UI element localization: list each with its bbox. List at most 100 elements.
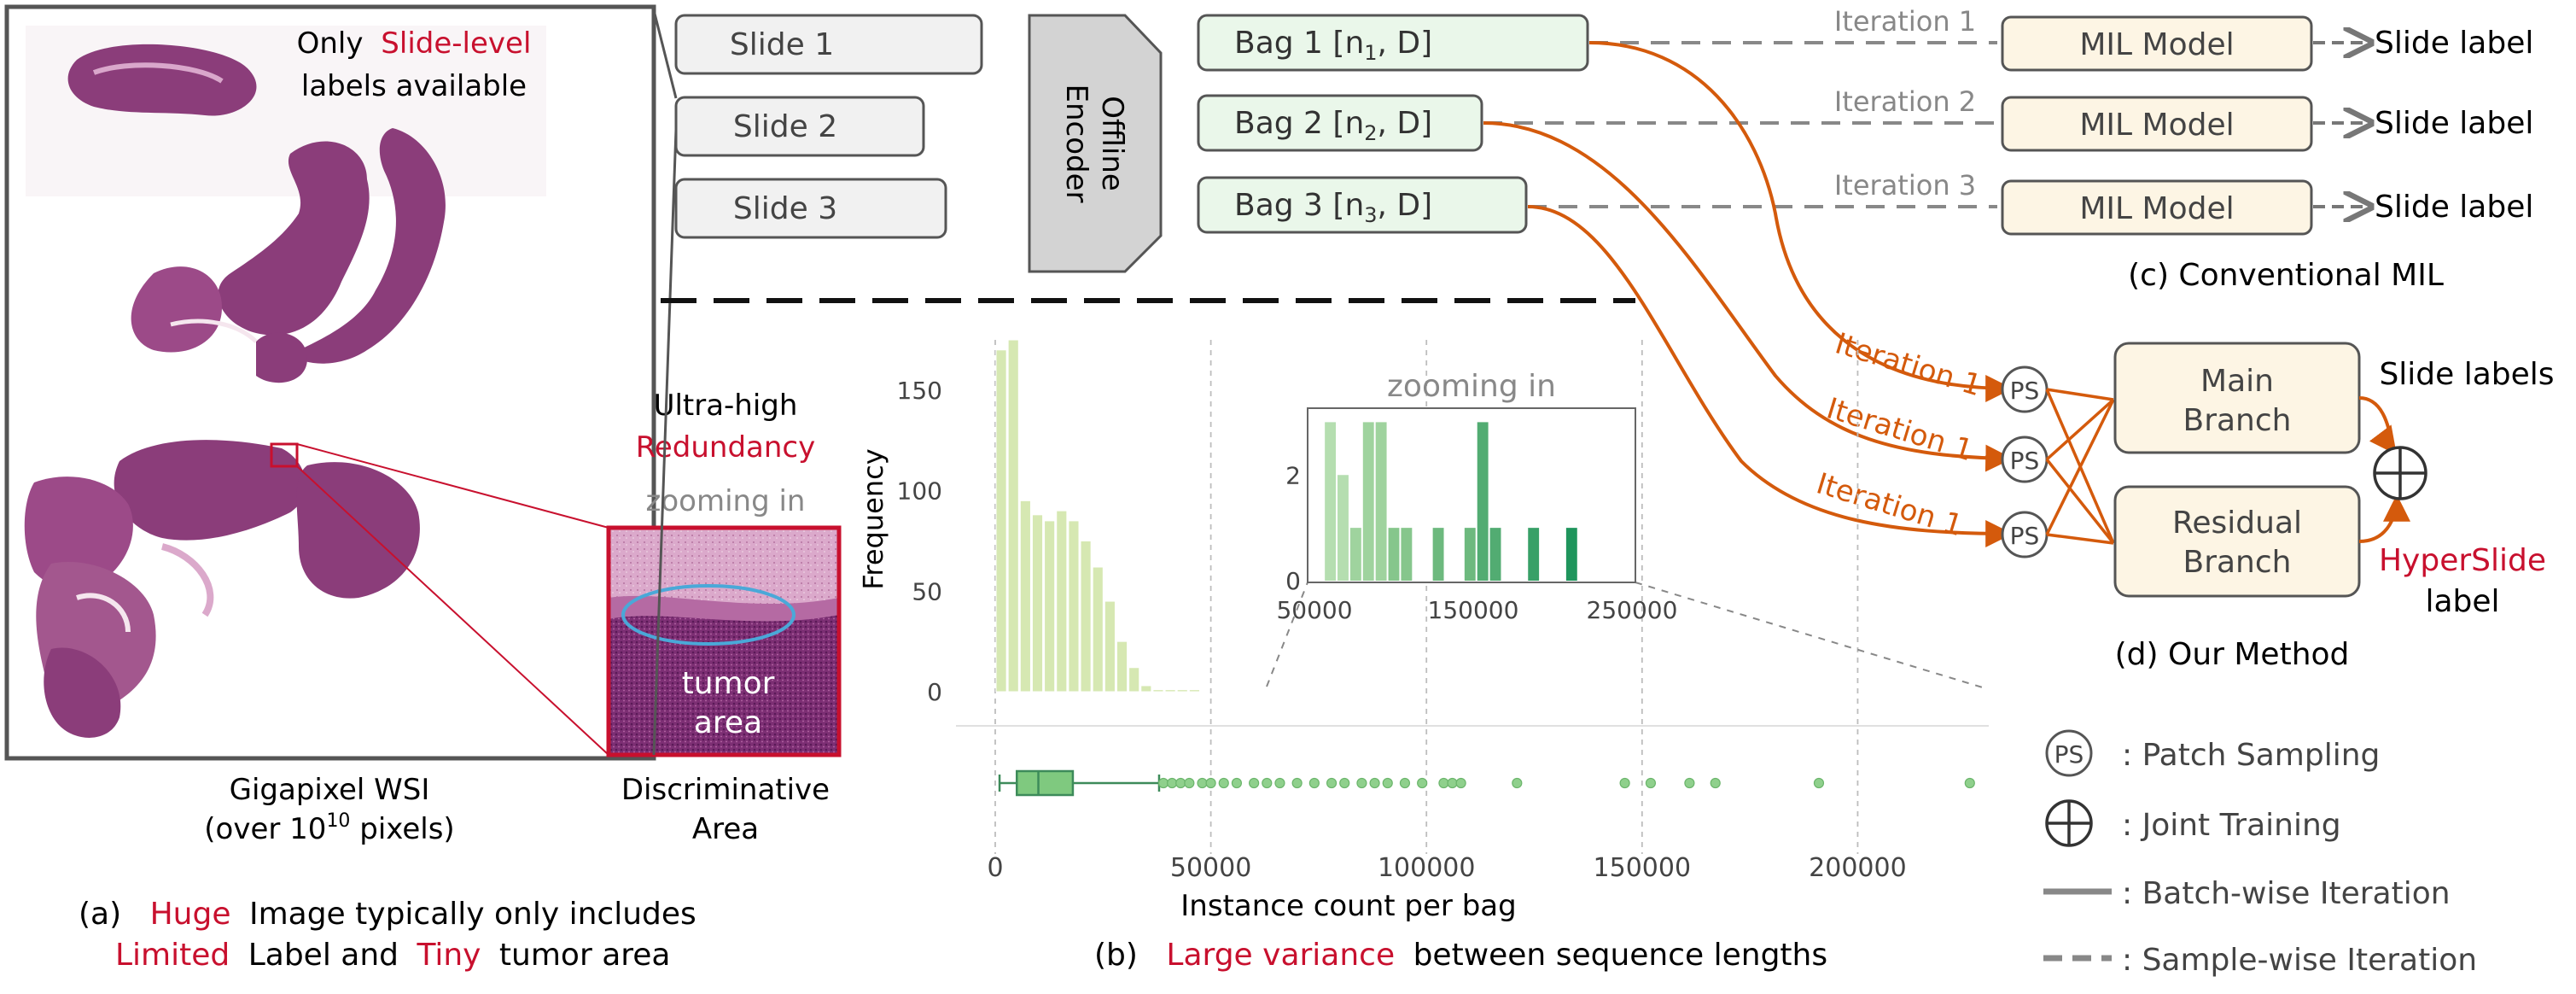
histogram-bar-6 — [1068, 520, 1080, 693]
bags-column: Bag 1 [n1, D] Bag 2 [n2, D] Bag 3 [n3 , D… — [1197, 14, 1589, 234]
boxplot-outlier-7 — [1231, 777, 1243, 789]
boxplot-outlier-1 — [1167, 777, 1178, 789]
caption-b: (b) Large variance between sequence leng… — [1094, 938, 1827, 973]
boxplot-xticks: 0 50000 100000 150000 200000 — [987, 853, 1906, 883]
iteration-label-3: Iteration 3 — [1834, 169, 1976, 202]
zoom-region-marker — [270, 442, 299, 468]
histogram-bar-16 — [1188, 689, 1200, 693]
caption-a-text2: Label and — [248, 938, 399, 973]
main-to-joint-arrow — [2358, 396, 2397, 455]
caption-a-line1: (a) Huge Image typically only includes — [79, 897, 696, 932]
orange-curve-3 — [1527, 205, 2014, 547]
zoom-inset-title: zooming in — [1387, 369, 1556, 404]
zoom-inset-xtick-label: 150000 — [1428, 596, 1519, 624]
boxplot-outlier-16 — [1369, 777, 1380, 789]
boxplot-outlier-23 — [1512, 777, 1523, 789]
boxplot-outlier-10 — [1274, 777, 1285, 789]
caption-b-large-variance: Large variance — [1166, 938, 1395, 973]
orange-curve-2 — [1483, 121, 2014, 472]
boxplot-outlier-26 — [1684, 777, 1695, 789]
zoom-inset-bars — [1325, 422, 1577, 581]
slides-column: Slide 1 Slide 2 Slide 3 — [674, 14, 983, 239]
bag-label-2-sub: 2 — [1364, 121, 1377, 145]
histogram-bar-8 — [1092, 566, 1104, 693]
wsi-top-label-only: Only — [297, 26, 364, 61]
boxplot-outlier-18 — [1399, 777, 1411, 789]
zoom-inset-bar-9 — [1477, 422, 1489, 581]
caption-a-line2: Limited Label and Tiny tumor area — [115, 938, 670, 973]
hyperslide-label-text: label — [2425, 584, 2499, 619]
caption-a-text1: Image typically only includes — [249, 897, 696, 932]
histogram-ylabel: Frequency — [857, 448, 889, 589]
residual-branch-line1: Residual — [2172, 506, 2302, 541]
boxplot-outlier-6 — [1218, 777, 1229, 789]
zoom-inset-bar-4 — [1375, 422, 1387, 581]
bag-label-3-pre: Bag 3 [n — [1234, 188, 1364, 223]
wsi-tissue-image — [24, 26, 546, 738]
legend-text-3: : Batch-wise Iteration — [2122, 876, 2451, 911]
zoom-guide-left — [1266, 582, 1308, 687]
boxplot-xtick-label: 150000 — [1594, 853, 1692, 883]
bag-box-1 — [1197, 14, 1589, 72]
legend-oplus-icon — [2045, 799, 2093, 847]
boxplot-outlier-22 — [1455, 777, 1466, 789]
boxplot-outlier-5 — [1205, 777, 1216, 789]
zoom-inset-xticks: 50000 150000 250000 — [1276, 596, 1677, 624]
mil-model-label-1: MIL Model — [2079, 27, 2234, 62]
bag-label-1-sub: 1 — [1364, 41, 1377, 65]
histogram-ytick-label: 0 — [927, 678, 942, 706]
redundancy-line1: Ultra-high — [654, 389, 798, 423]
zoom-inset-bar-2 — [1349, 528, 1361, 581]
caption-b-marker: (b) — [1094, 938, 1138, 973]
zoom-inset: zooming in 02 50000 150000 250000 — [1266, 369, 1986, 689]
histogram-bar-0 — [995, 349, 1007, 693]
histogram-bar-15 — [1176, 689, 1188, 693]
slide-label-output-3: Slide label — [2375, 190, 2533, 225]
slide-box-3 — [674, 178, 947, 239]
boxplot-outlier-25 — [1645, 777, 1657, 789]
histogram-bars — [995, 339, 1200, 693]
boxplot-xtick-label: 50000 — [1170, 853, 1251, 883]
caption-a-limited: Limited — [115, 938, 230, 973]
histogram-bar-13 — [1152, 689, 1164, 693]
boxplot-outlier-29 — [1964, 777, 1975, 789]
iteration-label-1: Iteration 1 — [1834, 5, 1976, 38]
bag-box-2 — [1197, 94, 1483, 152]
bag-label-2: Bag 2 [n2, D] — [1234, 106, 1432, 145]
legend-text-1: : Patch Sampling — [2122, 738, 2380, 773]
wsi-top-label-line1: Only Slide-level — [297, 26, 532, 61]
boxplot-outlier-9 — [1262, 777, 1273, 789]
boxplot-outlier-0 — [1157, 777, 1169, 789]
zoom-inset-bar-11 — [1528, 528, 1540, 581]
panel-a: Only Slide-level labels available Ultra-… — [4, 4, 842, 973]
mil-model-box-3 — [2001, 179, 2313, 236]
panel-d-caption: (d) Our Method — [2115, 637, 2350, 672]
boxplot-outlier-13 — [1326, 777, 1338, 789]
histogram-bar-2 — [1019, 500, 1031, 693]
ps-to-branch-lines — [2045, 388, 2115, 545]
zoom-inset-ytick-label: 2 — [1285, 461, 1301, 489]
bag-label-2-pre: Bag 2 [n — [1234, 106, 1364, 141]
residual-to-joint-arrow — [2358, 494, 2410, 543]
boxplot-outlier-27 — [1710, 777, 1721, 789]
slide-label-output-1: Slide label — [2375, 26, 2533, 61]
bag-label-3-sub: 3 — [1364, 203, 1377, 227]
slide-label-3: Slide 3 — [733, 191, 837, 226]
histogram-bar-10 — [1116, 640, 1128, 693]
redundancy-line2: Redundancy — [636, 430, 815, 465]
zoom-inset-xtick-label: 250000 — [1587, 596, 1678, 624]
bag-label-1: Bag 1 [n1, D] — [1234, 26, 1432, 65]
disc-area-line2: Area — [692, 812, 759, 846]
mil-model-label-3: MIL Model — [2079, 191, 2234, 226]
histogram-bar-3 — [1031, 514, 1044, 693]
disc-area-line1: Discriminative — [621, 773, 830, 807]
zoom-label-a: zooming in — [646, 484, 806, 518]
slide-label-output-2: Slide label — [2375, 106, 2533, 141]
histogram-ytick-label: 150 — [897, 377, 942, 405]
wsi-caption-line2: (over 1010 pixels) — [204, 810, 454, 846]
boxplot — [998, 769, 1975, 797]
histogram-yticks: 0 50 100 150 — [897, 377, 942, 706]
panel-c-caption: (c) Conventional MIL — [2128, 258, 2444, 293]
bag-label-2-post: , D] — [1378, 106, 1433, 141]
